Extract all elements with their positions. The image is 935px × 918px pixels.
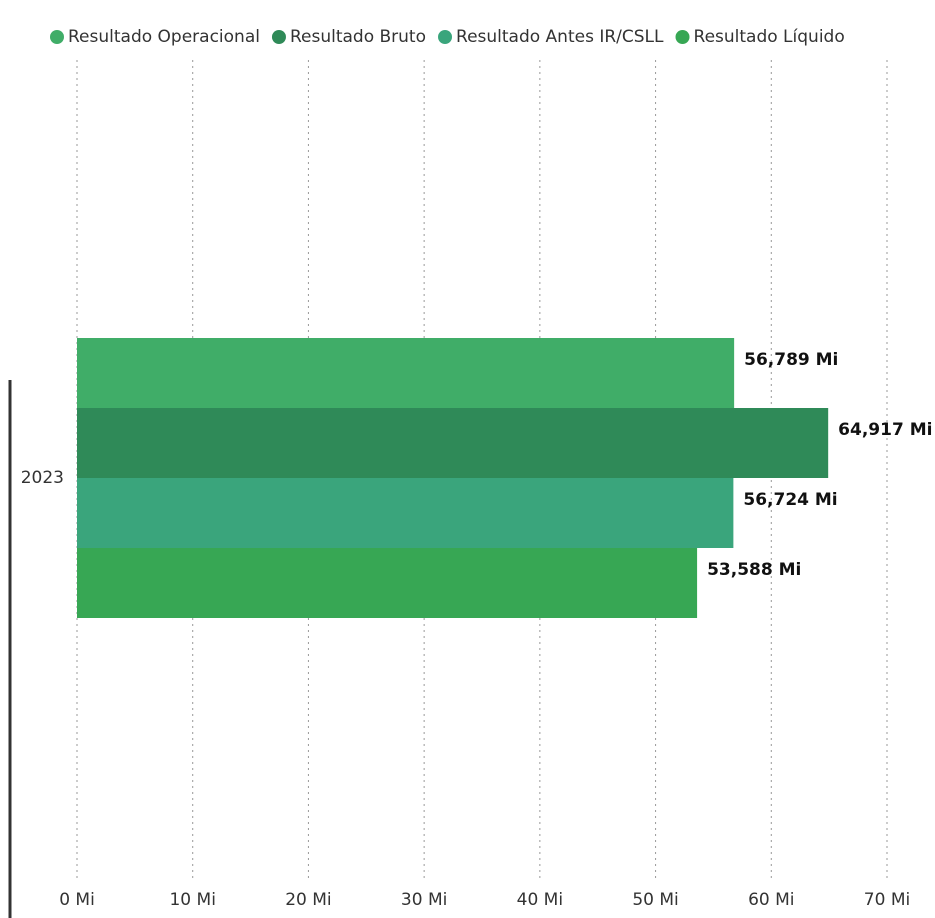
bar <box>77 548 698 618</box>
value-label: 56,789 Mi <box>744 350 838 370</box>
value-label: 53,588 Mi <box>707 560 801 580</box>
value-label: 64,917 Mi <box>838 420 932 440</box>
bar <box>77 478 734 548</box>
value-label: 56,724 Mi <box>743 490 837 510</box>
x-tick-label: 40 Mi <box>517 890 563 910</box>
legend-label: Resultado Antes IR/CSLL <box>456 27 664 47</box>
x-tick-label: 20 Mi <box>285 890 331 910</box>
x-tick-label: 30 Mi <box>401 890 447 910</box>
x-tick-label: 10 Mi <box>169 890 215 910</box>
legend-label: Resultado Líquido <box>694 27 845 47</box>
y-tick-label: 2023 <box>21 468 64 488</box>
legend-dot <box>438 30 453 44</box>
legend-label: Resultado Operacional <box>68 27 260 47</box>
x-tick-label: 70 Mi <box>864 890 910 910</box>
bar <box>77 408 829 478</box>
legend-dot <box>271 30 286 44</box>
legend-dot <box>50 30 64 44</box>
x-tick-label: 50 Mi <box>632 890 678 910</box>
legend-dot <box>675 30 690 44</box>
x-tick-label: 0 Mi <box>59 890 95 910</box>
x-tick-label: 60 Mi <box>748 890 794 910</box>
bar <box>77 338 735 408</box>
legend-label: Resultado Bruto <box>290 27 426 47</box>
